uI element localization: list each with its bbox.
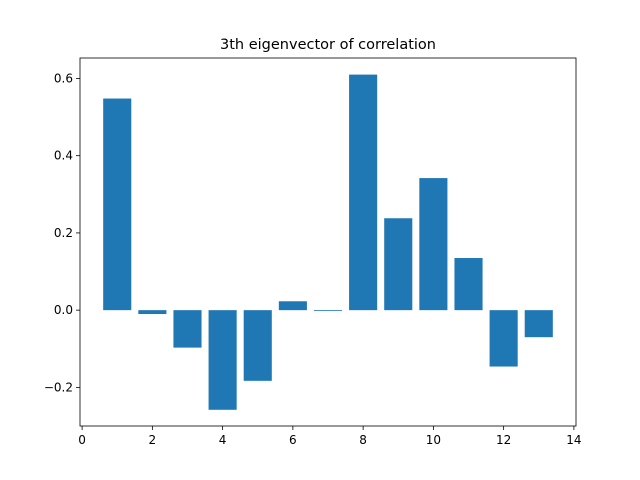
bar-9 [384, 218, 413, 311]
x-tick-label: 2 [149, 433, 157, 447]
bar-11 [454, 258, 483, 311]
chart-title: 3th eigenvector of correlation [220, 37, 436, 53]
x-tick-label: 4 [219, 433, 227, 447]
bars-group [103, 74, 553, 410]
y-axis-ticks: −0.2 0.0 0.2 0.4 0.6 [44, 71, 80, 394]
x-tick-label: 14 [566, 433, 581, 447]
x-tick-label: 8 [359, 433, 367, 447]
bar-13 [524, 310, 553, 338]
bar-7 [313, 310, 343, 311]
bar-8 [349, 74, 378, 311]
y-tick-label: 0.0 [54, 303, 73, 317]
x-tick-label: 10 [426, 433, 441, 447]
x-tick-label: 6 [289, 433, 297, 447]
bar-12 [489, 310, 518, 367]
y-tick-label: −0.2 [44, 380, 73, 394]
x-axis-ticks: 0 2 4 6 8 10 12 14 [78, 426, 582, 447]
plot-frame [79, 57, 577, 427]
x-tick-label: 12 [496, 433, 511, 447]
x-tick-label: 0 [78, 433, 86, 447]
y-tick-label: 0.6 [54, 71, 73, 85]
bar-5 [243, 310, 272, 381]
bar-6 [278, 301, 307, 311]
bar-1 [103, 98, 132, 311]
bar-3 [173, 310, 202, 348]
y-tick-label: 0.4 [54, 149, 73, 163]
bar-2 [138, 310, 167, 315]
bar-10 [419, 178, 448, 311]
y-tick-label: 0.2 [54, 226, 73, 240]
bar-4 [208, 310, 237, 410]
